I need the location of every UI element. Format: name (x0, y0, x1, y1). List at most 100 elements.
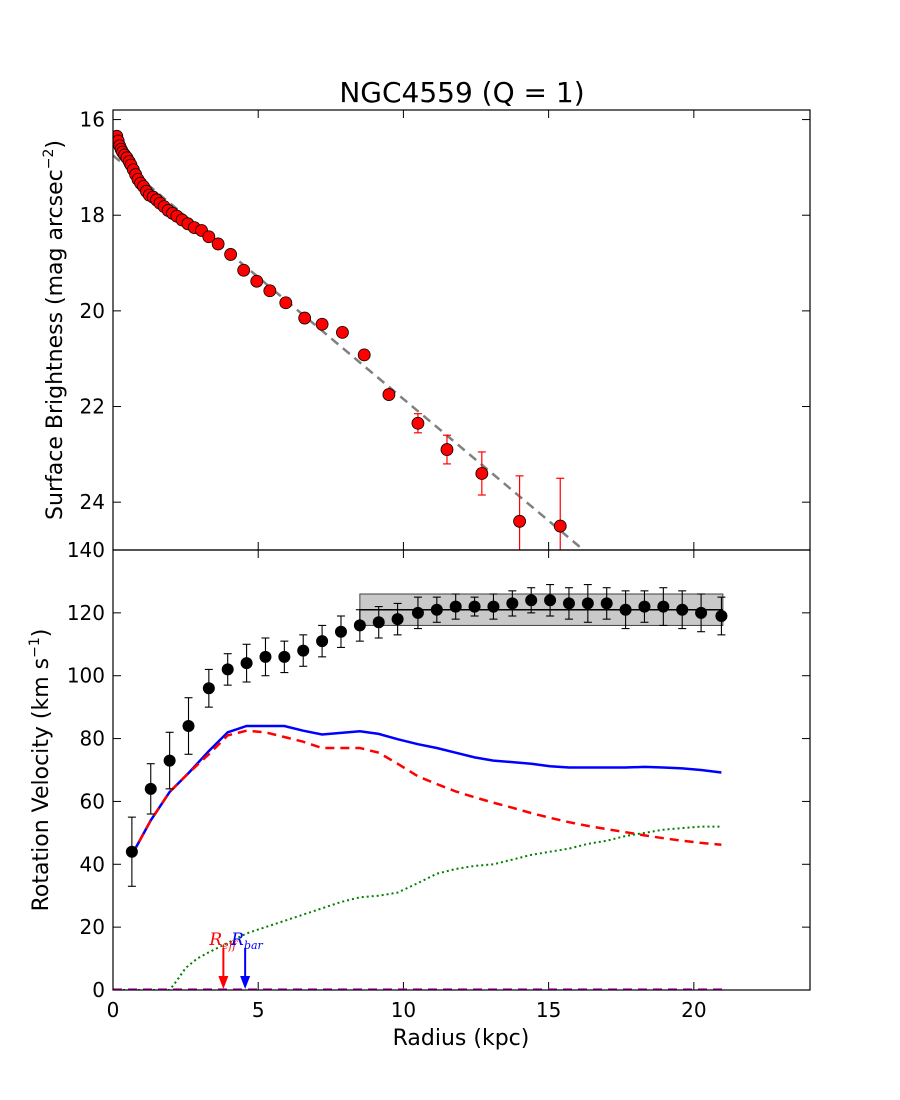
surface-brightness-point (298, 311, 312, 325)
sb-marker (475, 467, 489, 480)
observed-velocity-point (353, 609, 366, 642)
velocity-marker (182, 720, 195, 732)
bottom-ytick-label: 100 (67, 664, 105, 688)
observed-velocity-point (316, 624, 329, 658)
bottom-ylabel: Rotation Velocity (km s−1) (27, 629, 54, 912)
surface-brightness-point (357, 348, 371, 362)
bottom-ticks: 0 20 40 60 80 100 120 140 0 5 10 15 20 (67, 538, 810, 1022)
velocity-marker (221, 663, 234, 676)
sb-marker (298, 311, 312, 325)
sb-marker (382, 388, 396, 401)
marker-label-main: R (208, 930, 222, 950)
velocity-marker (657, 600, 670, 613)
velocity-marker (125, 845, 138, 858)
surface-brightness-point (513, 475, 526, 550)
observed-velocity-point (619, 590, 632, 630)
bottom-xtick-label: 20 (681, 998, 706, 1022)
surface-brightness-point (411, 413, 425, 434)
top-ytick-label: 20 (80, 299, 105, 323)
bottom-ytick-label: 80 (80, 727, 105, 751)
bottom-ylabel-exponent: −1 (27, 637, 43, 658)
velocity-marker (163, 754, 176, 767)
observed-velocity-point (182, 697, 195, 755)
sb-marker (250, 274, 264, 288)
observed-velocity-point (430, 596, 443, 623)
marker-label: Reff (208, 930, 238, 952)
velocity-marker (581, 597, 594, 610)
observed-velocity-point (411, 596, 424, 630)
exponential-fit-line (113, 154, 585, 550)
observed-velocity-point (600, 587, 613, 620)
surface-brightness-panel: 16 18 20 22 24 Surface Brightness (mag arcse… (41, 108, 811, 551)
observed-velocity-point (468, 596, 481, 617)
bottom-ytick-label: 120 (67, 601, 105, 625)
velocity-marker (278, 650, 291, 663)
stellar-disk-curve (130, 729, 722, 856)
velocity-marker (391, 613, 404, 626)
marker-label: Rbar (230, 930, 263, 952)
velocity-marker (240, 657, 253, 670)
observed-velocity-point (544, 584, 557, 617)
observed-velocity-point (449, 593, 462, 620)
sb-marker (440, 443, 454, 456)
bottom-ytick-label: 0 (92, 978, 105, 1002)
observed-velocity-point (638, 590, 651, 623)
top-ytick-label: 16 (80, 108, 105, 132)
observed-velocity-point (163, 731, 176, 790)
velocity-marker (353, 619, 366, 632)
sb-marker (211, 237, 225, 251)
bottom-ytick-label: 60 (80, 789, 105, 813)
bottom-axes-frame (112, 549, 811, 991)
observed-velocity-point (391, 602, 404, 636)
velocity-marker (468, 600, 481, 613)
marker-bar: Rbar (230, 930, 264, 989)
observed-velocity-point (221, 653, 234, 686)
sb-marker (357, 348, 371, 362)
bottom-ytick-label: 40 (80, 852, 105, 876)
velocity-marker (487, 600, 500, 613)
model-curves (113, 724, 723, 990)
sb-marker (315, 317, 329, 331)
sb-marker (263, 284, 277, 298)
top-ticks: 16 18 20 22 24 (80, 108, 810, 550)
observed-velocity-point (202, 668, 215, 708)
sb-marker (411, 416, 425, 430)
sb-marker (279, 296, 293, 310)
total-baryonic-curve (130, 724, 722, 856)
bottom-ytick-label: 140 (67, 538, 105, 562)
top-ylabel-exponent: −2 (41, 149, 57, 170)
velocity-marker (372, 616, 385, 629)
marker-arrow-head (240, 976, 251, 989)
surface-brightness-point (202, 230, 216, 244)
observed-velocity-point (506, 590, 519, 617)
sb-marker (336, 325, 349, 339)
velocity-marker (297, 644, 310, 657)
observed-velocity-point (259, 637, 272, 677)
chart-title: NGC4559 (Q = 1) (339, 76, 584, 109)
bottom-xtick-label: 15 (536, 998, 561, 1022)
velocity-marker (316, 635, 329, 648)
sb-marker (224, 248, 238, 261)
observed-velocity-point (125, 816, 138, 887)
bottom-xtick-label: 10 (391, 998, 416, 1022)
top-ytick-label: 22 (80, 395, 105, 419)
surface-brightness-point (475, 451, 489, 496)
marker-label-main: R (230, 930, 244, 950)
marker-label-sub: bar (244, 939, 264, 952)
velocity-marker (562, 597, 575, 610)
surface-brightness-points (113, 129, 567, 550)
bottom-xtick-label: 0 (107, 998, 120, 1022)
gas-curve (113, 825, 722, 990)
marker-eff: Reff (208, 930, 239, 989)
observed-velocity-point (372, 606, 385, 639)
surface-brightness-point (224, 248, 238, 261)
surface-brightness-point (237, 263, 251, 277)
bottom-xtick-label: 5 (252, 998, 265, 1022)
observed-velocity-point (676, 590, 689, 630)
velocity-marker (259, 650, 272, 663)
velocity-marker (506, 597, 519, 610)
bottom-ylabel-close: ) (29, 629, 54, 638)
velocity-marker (695, 606, 708, 619)
